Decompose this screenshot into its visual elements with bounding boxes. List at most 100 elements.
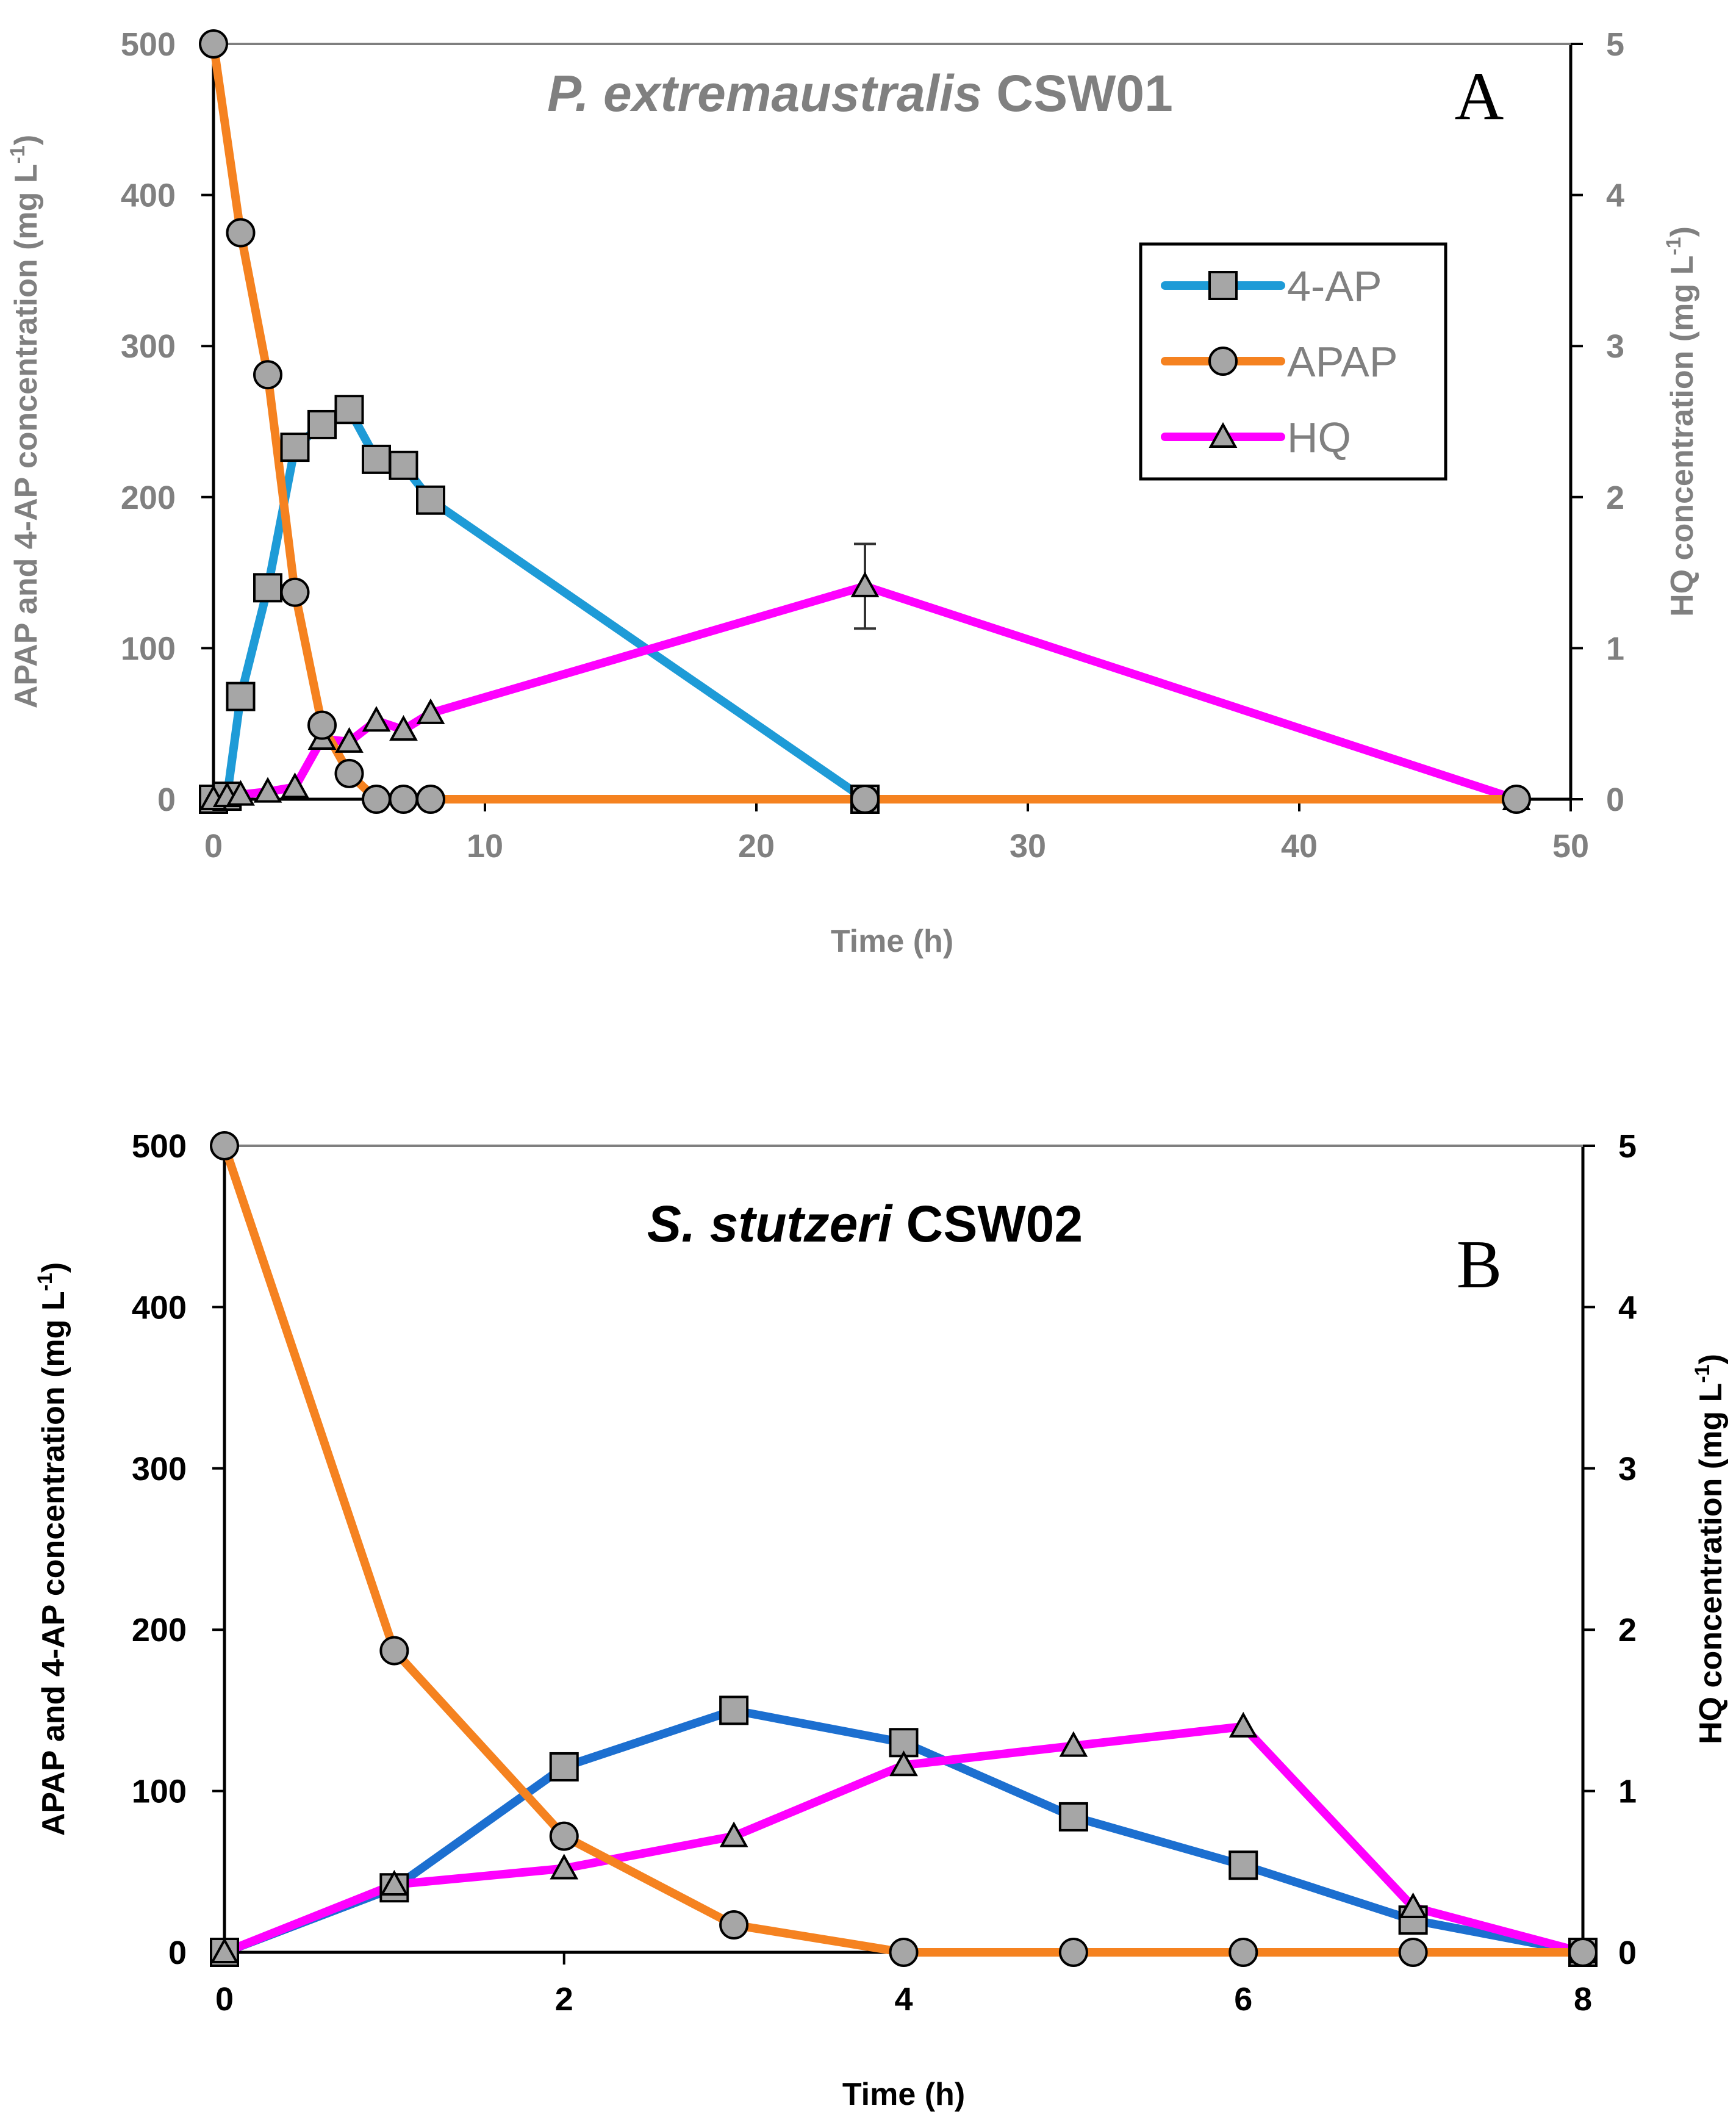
y2-tick-label: 0	[1618, 1935, 1637, 1971]
point-hq	[1228, 1711, 1258, 1738]
y2-tick-label: 2	[1618, 1612, 1637, 1648]
point-hq	[889, 1750, 918, 1777]
y-tick-label: 400	[132, 1289, 187, 1326]
point-apap	[889, 1938, 919, 1967]
y2-tick-label: 1	[1606, 630, 1624, 667]
point-hq	[379, 1869, 409, 1896]
y2-axis-label-superscript: -1	[1691, 1364, 1714, 1382]
y-tick-label: 200	[121, 480, 176, 516]
point-4-ap	[719, 1695, 749, 1725]
point-apap	[334, 758, 364, 788]
y2-tick-label: 5	[1618, 1128, 1637, 1165]
point-4-ap	[549, 1752, 579, 1781]
chart-title-italic: P. extremaustralis	[547, 65, 982, 122]
point-hq	[1059, 1731, 1088, 1757]
point-apap	[280, 577, 310, 607]
point-apap	[1398, 1938, 1428, 1967]
point-4-ap	[416, 485, 445, 515]
y2-tick-label: 1	[1618, 1774, 1637, 1810]
point-hq	[253, 777, 282, 803]
y2-axis-label: HQ concentration (mg L-1)	[1691, 1354, 1729, 1744]
chart-title-italic: S. stutzeri	[647, 1195, 893, 1253]
y-tick-label: 500	[132, 1128, 187, 1165]
point-4-ap	[280, 433, 310, 462]
point-4-ap	[334, 395, 364, 425]
y-axis-label: APAP and 4-AP concentration (mg L-1)	[34, 1262, 71, 1836]
x-tick-label: 30	[1010, 828, 1046, 865]
y-axis-label: APAP and 4-AP concentration (mg L-1)	[6, 135, 44, 708]
panel-letter: A	[1455, 59, 1504, 134]
y2-tick-label: 4	[1618, 1289, 1637, 1326]
x-axis-label: Time (h)	[842, 2077, 965, 2112]
x-axis-label: Time (h)	[831, 924, 953, 959]
x-tick-label: 2	[555, 1981, 573, 2018]
series-line-4-ap	[209, 405, 869, 804]
point-apap	[1058, 1938, 1088, 1967]
point-4-ap	[362, 444, 391, 474]
x-tick-label: 0	[215, 1981, 234, 2018]
point-apap	[226, 218, 256, 248]
point-hq	[226, 780, 255, 806]
point-hq	[335, 727, 364, 753]
y-tick-label: 0	[157, 782, 176, 818]
point-apap	[719, 1910, 749, 1940]
y-axis-label-text: APAP and 4-AP concentration (mg L	[9, 164, 44, 708]
x-tick-label: 8	[1574, 1981, 1592, 2018]
point-hq	[210, 1937, 239, 1963]
point-apap	[253, 360, 282, 390]
y-tick-label: 300	[121, 328, 176, 365]
y2-tick-label: 4	[1606, 178, 1624, 214]
y-tick-label: 100	[132, 1774, 187, 1810]
panel-letter: B	[1457, 1227, 1502, 1303]
y-tick-label: 400	[121, 178, 176, 214]
point-apap	[362, 785, 391, 814]
y2-tick-label: 3	[1606, 328, 1624, 365]
point-hq	[550, 1853, 579, 1880]
point-hq	[362, 706, 391, 732]
legend-marker-4-ap	[1208, 271, 1238, 300]
point-4-ap	[253, 573, 282, 603]
chart-title: S. stutzeri CSW02	[647, 1195, 1083, 1253]
legend-marker-apap	[1208, 347, 1238, 376]
point-4-ap	[389, 450, 418, 480]
point-apap	[389, 785, 418, 814]
y2-tick-label: 5	[1606, 26, 1624, 63]
point-apap	[549, 1821, 579, 1851]
x-tick-label: 0	[204, 828, 223, 865]
point-4-ap	[226, 681, 256, 711]
chart-title: P. extremaustralis CSW01	[547, 65, 1173, 122]
point-hq	[719, 1821, 748, 1847]
point-apap	[1568, 1938, 1598, 1967]
point-4-ap	[1228, 1850, 1258, 1880]
x-tick-label: 4	[894, 1981, 913, 2018]
chart-title-rest: CSW02	[892, 1195, 1083, 1253]
y-tick-label: 300	[132, 1451, 187, 1487]
legend-marker-hq	[1208, 422, 1238, 448]
point-4-ap	[307, 409, 337, 439]
point-hq	[416, 698, 445, 724]
x-tick-label: 10	[467, 828, 503, 865]
y-axis-label-superscript: -1	[6, 145, 29, 164]
x-tick-label: 50	[1552, 828, 1589, 865]
x-tick-label: 40	[1281, 828, 1318, 865]
y2-axis-label-text: HQ concentration (mg L	[1665, 256, 1700, 617]
point-apap	[416, 785, 445, 814]
point-hq	[281, 772, 309, 799]
point-hq	[850, 571, 880, 597]
y2-axis-label: HQ concentration (mg L-1)	[1662, 226, 1700, 617]
point-apap	[307, 710, 337, 740]
y2-axis-label-close: )	[1693, 1354, 1729, 1364]
point-hq	[1399, 1892, 1428, 1918]
y-axis-label-superscript: -1	[34, 1273, 57, 1291]
y-axis-label-close: )	[36, 1262, 71, 1273]
y2-tick-label: 2	[1606, 480, 1624, 516]
point-hq	[389, 714, 418, 741]
chart-title-rest: CSW01	[982, 65, 1173, 122]
y-axis-label-text: APAP and 4-AP concentration (mg L	[36, 1291, 71, 1836]
point-apap	[199, 29, 228, 59]
legend-label: HQ	[1287, 414, 1351, 461]
point-apap	[210, 1131, 239, 1160]
point-apap	[379, 1636, 409, 1666]
